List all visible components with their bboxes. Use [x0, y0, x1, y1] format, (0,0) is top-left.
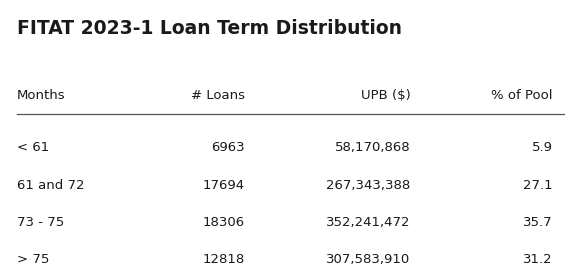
Text: 58,170,868: 58,170,868 [335, 141, 410, 154]
Text: # Loans: # Loans [191, 89, 245, 102]
Text: 18306: 18306 [203, 216, 245, 229]
Text: 73 - 75: 73 - 75 [17, 216, 64, 229]
Text: UPB ($): UPB ($) [361, 89, 410, 102]
Text: 35.7: 35.7 [523, 216, 553, 229]
Text: 267,343,388: 267,343,388 [326, 179, 410, 192]
Text: 12818: 12818 [203, 253, 245, 266]
Text: 27.1: 27.1 [523, 179, 553, 192]
Text: 5.9: 5.9 [532, 141, 553, 154]
Text: > 75: > 75 [17, 253, 50, 266]
Text: 307,583,910: 307,583,910 [326, 253, 410, 266]
Text: FITAT 2023-1 Loan Term Distribution: FITAT 2023-1 Loan Term Distribution [17, 19, 402, 39]
Text: 17694: 17694 [203, 179, 245, 192]
Text: % of Pool: % of Pool [491, 89, 553, 102]
Text: 352,241,472: 352,241,472 [326, 216, 410, 229]
Text: Months: Months [17, 89, 66, 102]
Text: 61 and 72: 61 and 72 [17, 179, 84, 192]
Text: 31.2: 31.2 [523, 253, 553, 266]
Text: 6963: 6963 [211, 141, 245, 154]
Text: < 61: < 61 [17, 141, 50, 154]
